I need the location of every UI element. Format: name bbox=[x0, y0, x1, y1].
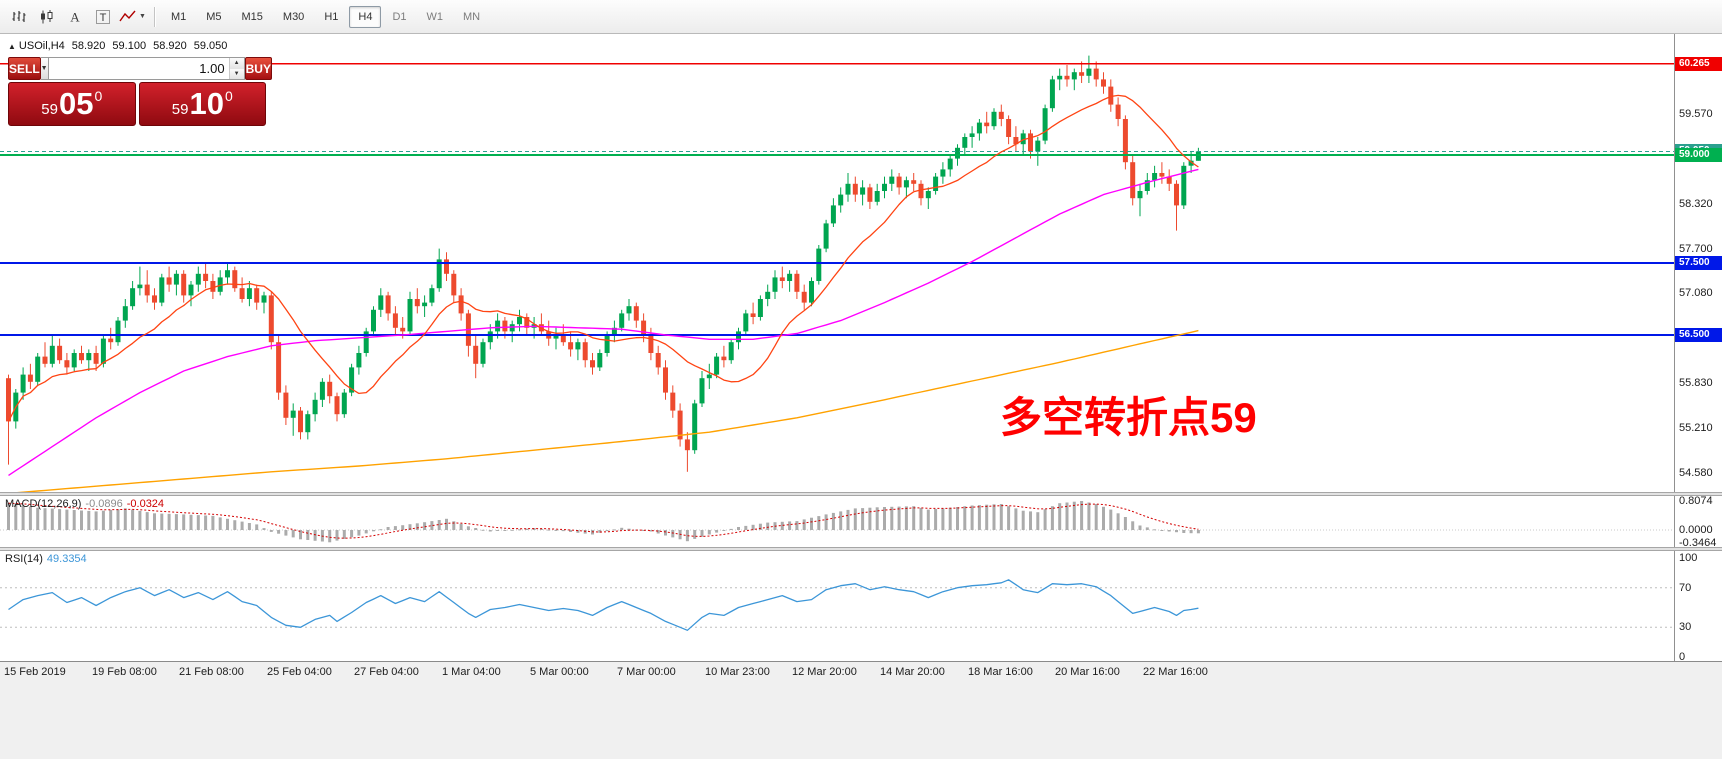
volume-input[interactable] bbox=[48, 58, 229, 79]
rsi-title: RSI(14) bbox=[5, 553, 43, 565]
time-axis-label: 15 Feb 2019 bbox=[4, 666, 66, 678]
buy-price-point: 0 bbox=[224, 88, 233, 104]
ohlc-open: 58.920 bbox=[71, 40, 106, 52]
time-labels: 15 Feb 2019 19 Feb 08:00 21 Feb 08:00 25 Fe… bbox=[0, 662, 1722, 759]
volume-field: ▲ ▼ bbox=[48, 57, 245, 80]
chart-ohlc-header: ▲ USOil,H4 58.920 59.100 58.920 59.050 bbox=[8, 40, 227, 52]
macd-title: MACD(12,26,9) bbox=[5, 498, 82, 510]
time-axis-label: 14 Mar 20:00 bbox=[880, 666, 945, 678]
time-axis-label: 1 Mar 04:00 bbox=[442, 666, 501, 678]
time-axis-label: 22 Mar 16:00 bbox=[1143, 666, 1208, 678]
time-axis-label: 19 Feb 08:00 bbox=[92, 666, 157, 678]
time-axis-label: 25 Feb 04:00 bbox=[267, 666, 332, 678]
price-scale[interactable] bbox=[1674, 34, 1722, 661]
rsi-value: 49.3354 bbox=[46, 553, 87, 565]
timeframe-m15-button[interactable]: M15 bbox=[241, 10, 263, 23]
chevron-up-icon: ▲ bbox=[233, 60, 240, 67]
volume-spinner: ▲ ▼ bbox=[228, 58, 244, 79]
volume-increase-button[interactable]: ▲ bbox=[229, 58, 244, 69]
macd-signal-value: -0.0324 bbox=[126, 498, 165, 510]
sell-price-tile[interactable]: 59 05 0 bbox=[8, 82, 136, 126]
volume-dropdown-button[interactable]: ▼ bbox=[40, 57, 49, 80]
toolbar-separator bbox=[153, 6, 155, 27]
macd-canvas[interactable] bbox=[0, 496, 1674, 547]
buy-price-tile[interactable]: 59 10 0 bbox=[138, 82, 266, 126]
timeframe-mn-button[interactable]: MN bbox=[463, 10, 481, 23]
chevron-down-icon: ▼ bbox=[233, 70, 240, 77]
rsi-splitter[interactable] bbox=[0, 547, 1722, 551]
rsi-panel bbox=[0, 551, 1674, 661]
text-label-tool-button[interactable]: T bbox=[90, 5, 116, 29]
buy-button[interactable]: BUY bbox=[244, 57, 272, 80]
ohlc-low: 58.920 bbox=[153, 40, 187, 52]
volume-decrease-button[interactable]: ▼ bbox=[229, 68, 244, 79]
bar-chart-tool-button[interactable] bbox=[6, 5, 32, 29]
buy-price-pips: 10 bbox=[189, 86, 224, 122]
trade-controls-row: SELL ▼ ▲ ▼ BUY bbox=[8, 57, 272, 80]
time-axis-label: 5 Mar 00:00 bbox=[530, 666, 589, 678]
timeframe-h4-button[interactable]: H4 bbox=[349, 5, 382, 28]
indicators-dropdown-button[interactable]: ▼ bbox=[118, 5, 147, 29]
sell-price-pips: 05 bbox=[58, 86, 94, 122]
time-scale[interactable]: 15 Feb 2019 19 Feb 08:00 21 Feb 08:00 25 Fe… bbox=[0, 661, 1722, 759]
timeframe-m1-button[interactable]: M1 bbox=[170, 10, 187, 23]
ohlc-close: 59.050 bbox=[193, 40, 228, 52]
rsi-header: RSI(14) 49.3354 bbox=[5, 553, 91, 565]
macd-header: MACD(12,26,9) -0.0896 -0.0324 bbox=[5, 498, 168, 510]
time-axis-label: 20 Mar 16:00 bbox=[1055, 666, 1120, 678]
main-chart-panel bbox=[0, 34, 1674, 492]
macd-splitter[interactable] bbox=[0, 492, 1722, 496]
sell-button[interactable]: SELL bbox=[8, 57, 41, 80]
cursor-tool-button[interactable]: A bbox=[62, 5, 88, 29]
svg-text:A: A bbox=[70, 9, 80, 24]
symbol-marker-icon: ▲ bbox=[8, 42, 16, 51]
macd-main-value: -0.0896 bbox=[85, 498, 123, 510]
toolbar: A T ▼ M1 M5 M15 M30 H1 H4 D1 W1 MN bbox=[0, 0, 1722, 34]
chart-annotation: 多空转折点59 bbox=[1000, 394, 1257, 441]
price-chart-canvas[interactable] bbox=[0, 34, 1674, 492]
timeframe-d1-button[interactable]: D1 bbox=[392, 10, 407, 23]
time-axis-label: 18 Mar 16:00 bbox=[968, 666, 1033, 678]
time-axis-label: 21 Feb 08:00 bbox=[179, 666, 244, 678]
time-axis-label: 10 Mar 23:00 bbox=[705, 666, 770, 678]
svg-text:T: T bbox=[100, 12, 107, 24]
macd-panel bbox=[0, 496, 1674, 547]
sell-price-major: 59 bbox=[41, 100, 58, 118]
timeframe-m30-button[interactable]: M30 bbox=[282, 10, 305, 23]
timeframe-m5-button[interactable]: M5 bbox=[206, 10, 222, 23]
timeframe-h1-button[interactable]: H1 bbox=[324, 10, 339, 23]
buy-price-major: 59 bbox=[171, 100, 189, 118]
trade-price-tiles: 59 05 0 59 10 0 bbox=[8, 82, 266, 126]
time-axis-label: 7 Mar 00:00 bbox=[617, 666, 676, 678]
candlestick-chart-tool-button[interactable] bbox=[34, 5, 60, 29]
chart-tools-group: A T ▼ bbox=[6, 5, 147, 29]
timeframe-group: M1 M5 M15 M30 H1 H4 D1 W1 MN bbox=[162, 5, 489, 28]
symbol-period: USOil,H4 bbox=[18, 40, 65, 52]
ohlc-high: 59.100 bbox=[112, 40, 147, 52]
time-axis-label: 12 Mar 20:00 bbox=[792, 666, 857, 678]
rsi-canvas[interactable] bbox=[0, 551, 1674, 661]
timeframe-w1-button[interactable]: W1 bbox=[426, 10, 444, 23]
chevron-down-icon: ▼ bbox=[40, 65, 48, 72]
sell-price-point: 0 bbox=[94, 88, 103, 104]
time-axis-label: 27 Feb 04:00 bbox=[354, 666, 419, 678]
